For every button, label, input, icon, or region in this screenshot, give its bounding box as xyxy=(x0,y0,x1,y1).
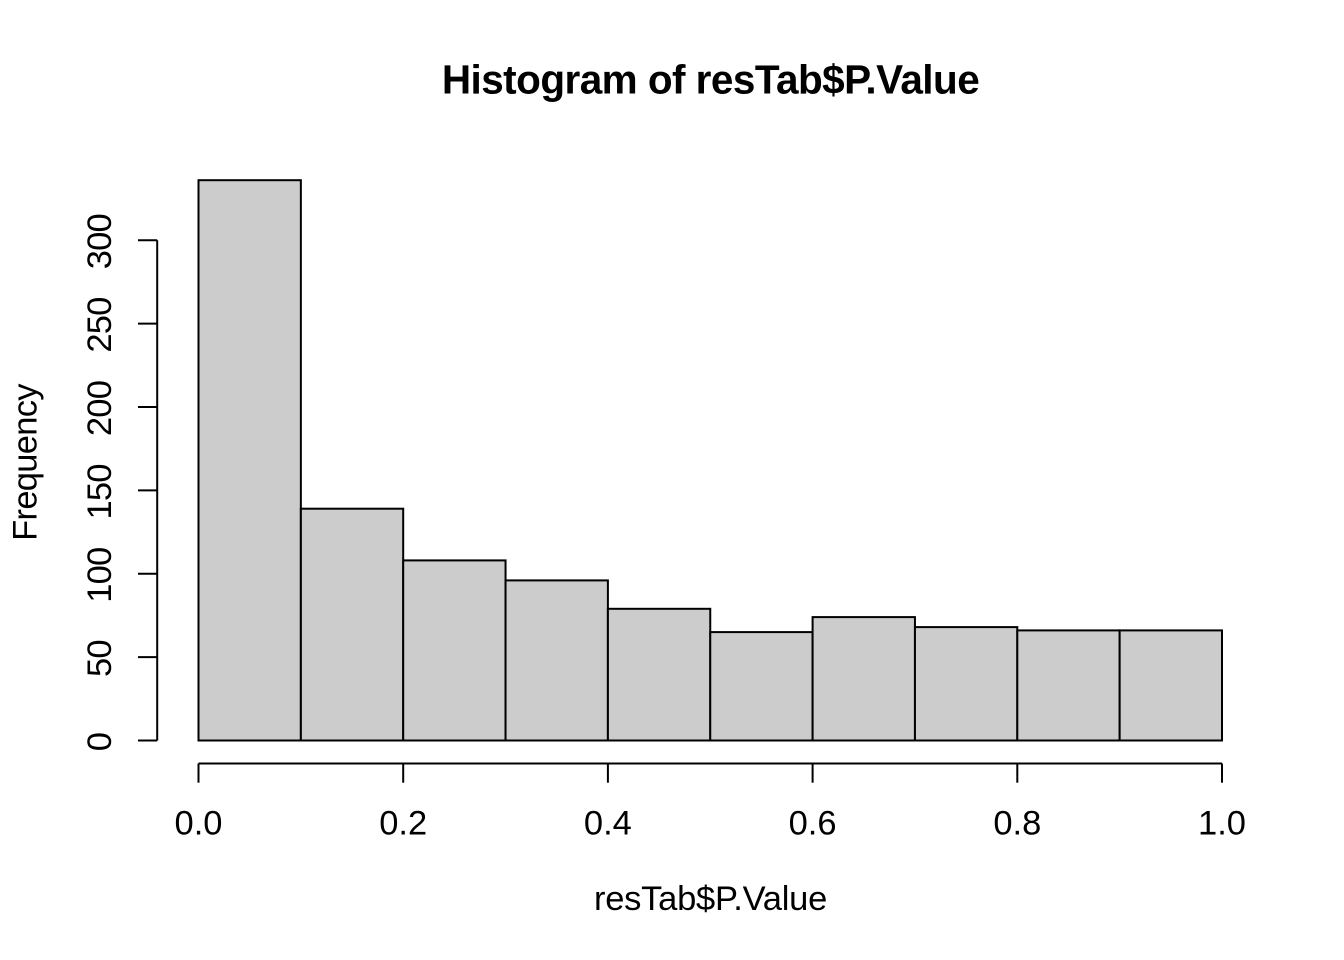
svg-text:Histogram of resTab$P.Value: Histogram of resTab$P.Value xyxy=(442,56,979,102)
svg-text:0: 0 xyxy=(81,733,119,751)
svg-text:0.4: 0.4 xyxy=(584,805,632,843)
svg-text:150: 150 xyxy=(81,464,119,519)
svg-text:250: 250 xyxy=(81,298,119,353)
svg-text:200: 200 xyxy=(81,381,119,436)
svg-text:resTab$P.Value: resTab$P.Value xyxy=(594,880,827,918)
svg-text:0.0: 0.0 xyxy=(175,805,223,843)
svg-text:1.0: 1.0 xyxy=(1198,805,1246,843)
svg-text:50: 50 xyxy=(81,640,119,677)
svg-text:300: 300 xyxy=(81,214,119,269)
svg-text:100: 100 xyxy=(81,548,119,603)
svg-text:0.8: 0.8 xyxy=(993,805,1041,843)
svg-text:0.6: 0.6 xyxy=(789,805,837,843)
svg-text:0.2: 0.2 xyxy=(379,805,427,843)
svg-text:Frequency: Frequency xyxy=(6,383,44,541)
